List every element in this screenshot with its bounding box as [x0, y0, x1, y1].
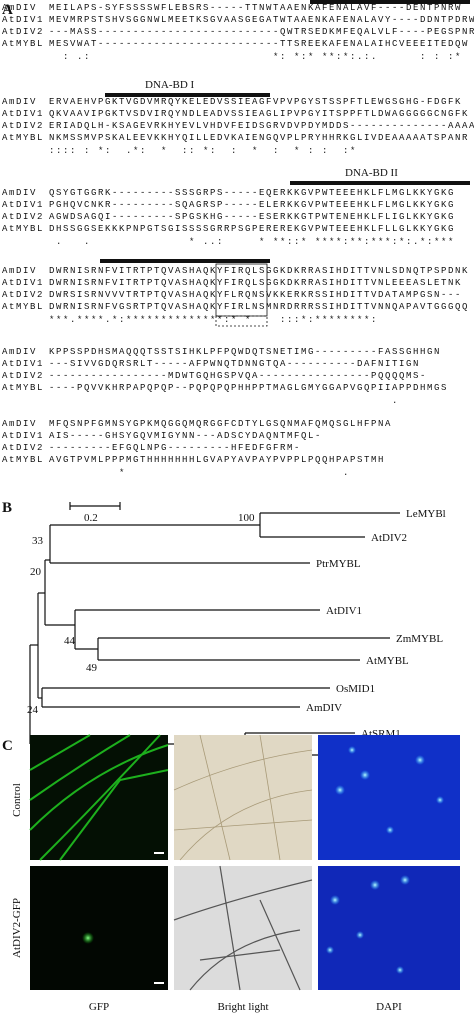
sequence-name: AtMYBL [2, 455, 44, 465]
row-label: Control [11, 783, 23, 817]
sequence-name: AtDIV2 [2, 121, 44, 131]
sequence-name: AtMYBL [2, 133, 44, 143]
column-label: GFP [89, 1001, 109, 1013]
sequence: DWRNISRNFVGSRTPTQVASHAQKYFIRLNSMNRDRRRSS… [49, 302, 469, 312]
sequence: AIS-----GHSYGQVMIGYNN---ADSCYDAQNTMFQL- [49, 431, 322, 441]
sequence: KPPSSPDHSMAQQQTSSTSIHKLPFPQWDQTSNETIMG--… [49, 347, 441, 357]
leaf-label: AtMYBL [366, 655, 409, 667]
sequence-name: AtDIV1 [2, 109, 44, 119]
bootstrap: 44 [64, 635, 76, 647]
sequence-name: AtMYBL [2, 302, 44, 312]
sequence-name: AtDIV2 [2, 290, 44, 300]
sequence: ---SIVVGDQRSRLT-----AFPWNQTDNNGTQA------… [49, 359, 420, 369]
tree-labels: LeMYBl AtDIV2 PtrMYBL AtDIV1 ZmMYBL AtMYBL OsM… [27, 508, 459, 766]
sequence: AVGTPVMLPPPMGTHHHHHHHLGVAPYAVPAYPVPPLPQQ… [49, 455, 385, 465]
sequence-name: AtMYBL [2, 224, 44, 234]
panel-label: C [2, 738, 13, 754]
sequence-name: AmDIV [2, 3, 37, 13]
sequence: PGHQVCNKR---------SQAGRSP-----ELERKKGVPW… [49, 200, 455, 210]
leaf-label: AmDIV [306, 702, 342, 714]
sequence: ----PQVVKHRPAPQPQP--PQPQPQPHHPPTMAGLGMYG… [49, 383, 448, 393]
sequence: DWRNISRNFVITRTPTQVASHAQKYFIRQLSGGKDKRRAS… [49, 266, 469, 276]
bootstrap: 100 [238, 512, 255, 524]
sequence-name: AmDIV [2, 97, 37, 107]
panel-label: B [2, 500, 12, 516]
bootstrap: 33 [32, 535, 44, 547]
sequence: MESVWAT--------------------------TTSREEK… [49, 39, 469, 49]
sequence: QSYGTGGRK---------SSSGRPS-----EQERKKGVPW… [49, 188, 455, 198]
phylogenetic-tree [29, 502, 400, 756]
sequence-name: AtMYBL [2, 39, 44, 49]
sequence: DHSSGGSEKKKPNPGTSGISSSSGRRPSGPEREREKGVPW… [49, 224, 455, 234]
sequence-name: AtDIV1 [2, 278, 44, 288]
sequence-name: AtDIV2 [2, 371, 44, 381]
row-label: AtDIV2-GFP [11, 898, 23, 958]
column-label: Bright light [217, 1001, 268, 1013]
sequence-name: AmDIV [2, 419, 37, 429]
sequence-name: AmDIV [2, 266, 37, 276]
alignment: AmDIV MEILAPS-SYFSSSSWFLEBSRS-----TTNWTAA… [2, 3, 474, 478]
sequence: -----------------MDWTGQHGSPVQA----------… [49, 371, 427, 381]
sequence: AGWDSAGQI---------SPGSKHG-----ESERKKGTPW… [49, 212, 455, 222]
sequence-name: AtDIV1 [2, 200, 44, 210]
sequence: ---MASS--------------------------QWTRSED… [49, 27, 474, 37]
sequence: DWRSISRNVVVTRTPTQVASHAQKYFLRQNSVKKERKRSS… [49, 290, 462, 300]
consensus: ***.****.*:**************:* * :::*:*****… [49, 315, 378, 325]
sequence-name: AtDIV2 [2, 443, 44, 453]
sequence: QKVAAVIPGKTVSDVIRQYNDLEADVSSIEAGLIPVPGYI… [49, 109, 469, 119]
sequence-name: AtMYBL [2, 383, 44, 393]
consensus: . [49, 396, 399, 406]
domain-label: DNA-BD II [345, 167, 398, 179]
sequence: MEVMRPSTSHVSGGNWLMEETKSGVAASGEGATWTAAENK… [49, 15, 474, 25]
sequence-name: AtDIV1 [2, 359, 44, 369]
leaf-label: AtDIV2 [371, 532, 407, 544]
leaf-label: ZmMYBL [396, 633, 443, 645]
consensus: . . * ..: * **::* ****:**:***:*:.*:*** [49, 237, 455, 247]
consensus: :::: : *: .*: * :: *: : * : * : : :* [49, 146, 357, 156]
sequence: MEILAPS-SYFSSSSWFLEBSRS-----TTNWTAAENKAF… [49, 3, 462, 13]
sequence-name: AtDIV1 [2, 15, 44, 25]
sequence: ERIADQLH-KSAGEVRKHYEVLVHDVFEIDSGRVDVPDYM… [49, 121, 474, 131]
domain-bars [100, 0, 470, 327]
sequence: MFQSNPFGMNSYGPKMQGGQMQRGGFCDTYLGSQNMAFQM… [49, 419, 392, 429]
leaf-label: OsMID1 [336, 683, 375, 695]
leaf-label: AtDIV1 [326, 605, 362, 617]
leaf-label: PtrMYBL [316, 558, 361, 570]
bootstrap: 20 [30, 566, 42, 578]
sequence-name: AtDIV1 [2, 431, 44, 441]
sequence-name: AtDIV2 [2, 27, 44, 37]
sequence-name: AmDIV [2, 347, 37, 357]
sequence: ---------EFGQLNPG---------HFEDFGFRM- [49, 443, 301, 453]
consensus: : .: *: *:* **:*:.:. : : :* [49, 52, 462, 62]
bootstrap: 49 [86, 662, 98, 674]
sequence-name: AtDIV2 [2, 212, 44, 222]
sequence-name: AmDIV [2, 188, 37, 198]
column-label: DAPI [376, 1001, 402, 1013]
sequence: ERVAEHVPGKTVGDVMRQYKELEDVSSIEAGFVPVPGYST… [49, 97, 462, 107]
sequence: NKMSSMVPSKALEEVKKHYQILLEDVKAIENGQVPLPRYH… [49, 133, 469, 143]
bootstrap: 24 [27, 704, 39, 716]
scale-label: 0.2 [84, 512, 98, 524]
leaf-label: LeMYBl [406, 508, 446, 520]
domain-label: DNA-BD I [145, 79, 195, 91]
sequence: DWRNISRNFVITRTPTQVASHAQKYFIRQLSGGKDKRRAS… [49, 278, 462, 288]
micrographs [29, 734, 460, 991]
panel-label: A [2, 2, 13, 18]
consensus: * . [49, 468, 350, 478]
